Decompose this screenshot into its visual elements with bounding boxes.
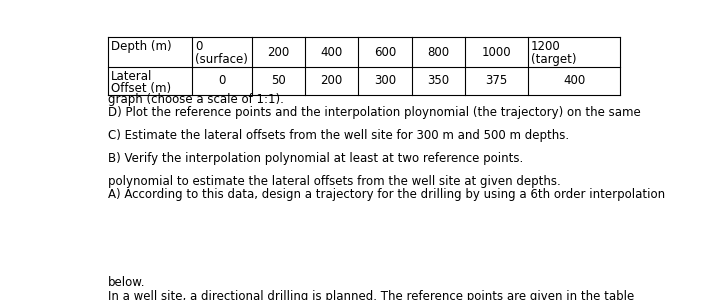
- Text: In a well site, a directional drilling is planned. The reference points are give: In a well site, a directional drilling i…: [108, 290, 634, 300]
- Text: 200: 200: [267, 46, 289, 59]
- Text: 400: 400: [320, 46, 343, 59]
- Text: 600: 600: [374, 46, 396, 59]
- Text: A) According to this data, design a trajectory for the drilling by using a 6th o: A) According to this data, design a traj…: [108, 188, 665, 201]
- Text: B) Verify the interpolation polynomial at least at two reference points.: B) Verify the interpolation polynomial a…: [108, 152, 523, 165]
- Text: 50: 50: [271, 74, 286, 88]
- Text: Depth (m): Depth (m): [111, 40, 171, 53]
- Text: 400: 400: [563, 74, 585, 88]
- Text: 1200: 1200: [531, 40, 561, 53]
- Text: 350: 350: [428, 74, 449, 88]
- Text: 300: 300: [374, 74, 396, 88]
- Text: 0: 0: [195, 40, 202, 53]
- Text: 800: 800: [428, 46, 449, 59]
- Text: 1000: 1000: [482, 46, 511, 59]
- Text: graph (choose a scale of 1:1).: graph (choose a scale of 1:1).: [108, 93, 284, 106]
- Text: below.: below.: [108, 276, 145, 289]
- Text: Lateral: Lateral: [111, 70, 153, 83]
- Text: Offset (m): Offset (m): [111, 82, 171, 95]
- Text: 200: 200: [320, 74, 343, 88]
- Text: 0: 0: [218, 74, 225, 88]
- Text: C) Estimate the lateral offsets from the well site for 300 m and 500 m depths.: C) Estimate the lateral offsets from the…: [108, 129, 569, 142]
- Text: (target): (target): [531, 53, 577, 66]
- Text: 375: 375: [485, 74, 508, 88]
- Text: D) Plot the reference points and the interpolation ploynomial (the trajectory) o: D) Plot the reference points and the int…: [108, 106, 641, 119]
- Text: (surface): (surface): [195, 53, 248, 66]
- Text: polynomial to estimate the lateral offsets from the well site at given depths.: polynomial to estimate the lateral offse…: [108, 175, 561, 188]
